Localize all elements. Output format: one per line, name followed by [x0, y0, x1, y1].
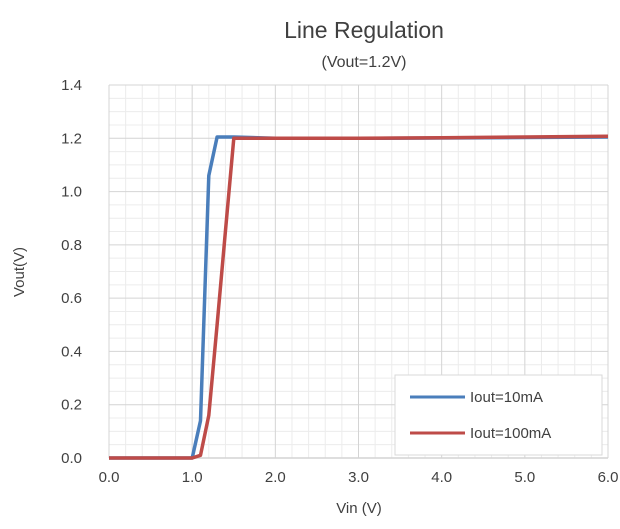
legend-label-iout-10ma: Iout=10mA [470, 389, 543, 406]
y-tick-label: 0.6 [61, 290, 82, 307]
y-tick-label: 0.0 [61, 450, 82, 467]
chart-subtitle: (Vout=1.2V) [322, 54, 407, 71]
chart-title: Line Regulation [284, 17, 444, 43]
x-tick-label: 3.0 [348, 469, 369, 486]
x-tick-label: 5.0 [514, 469, 535, 486]
x-tick-label: 6.0 [598, 469, 619, 486]
y-axis-label: Vout(V) [11, 247, 28, 297]
x-tick-label: 1.0 [182, 469, 203, 486]
x-tick-label: 2.0 [265, 469, 286, 486]
y-tick-label: 0.8 [61, 237, 82, 254]
legend: Iout=10mA Iout=100mA [394, 374, 603, 456]
legend-label-iout-100ma: Iout=100mA [470, 425, 551, 442]
y-tick-label: 1.4 [61, 77, 82, 94]
series-line-iout-100ma [109, 134, 609, 460]
x-tick-label: 4.0 [431, 469, 452, 486]
x-axis-label: Vin (V) [336, 500, 382, 517]
y-tick-label: 1.0 [61, 184, 82, 201]
y-tick-label: 0.2 [61, 397, 82, 414]
x-tick-label: 0.0 [99, 469, 120, 486]
series [109, 134, 609, 460]
legend-box [394, 374, 603, 456]
y-tick-label: 0.4 [61, 343, 82, 360]
y-tick-label: 1.2 [61, 130, 82, 147]
